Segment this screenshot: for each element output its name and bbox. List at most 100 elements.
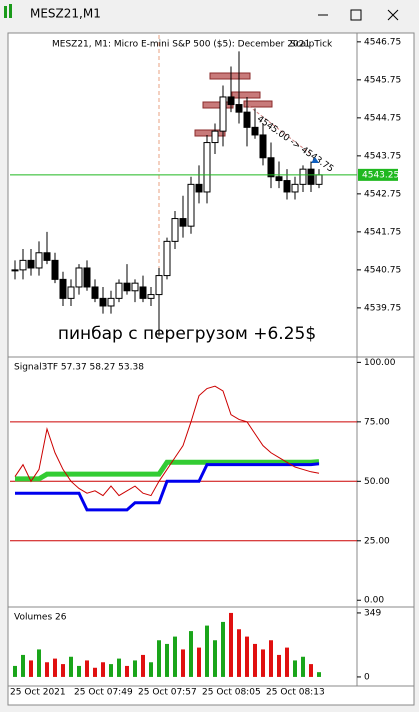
y-tick-label: 4546.75 xyxy=(364,37,401,47)
candle-body xyxy=(51,259,59,280)
volume-bar xyxy=(197,647,201,677)
chart-area xyxy=(7,32,415,706)
annotation: пинбар с перегрузом +6.25$ xyxy=(58,324,316,344)
candle-body xyxy=(219,96,227,132)
y-tick-label: 4543.75 xyxy=(364,151,401,161)
candle-body xyxy=(59,278,67,299)
volume-bar xyxy=(77,665,81,677)
y-tick-label: 4542.75 xyxy=(364,189,401,199)
window-title: MESZ21,M1 xyxy=(30,7,101,21)
window-icon xyxy=(4,6,7,18)
volume-bar xyxy=(85,660,89,677)
y-tick-label: 4545.75 xyxy=(364,75,401,85)
candle-body xyxy=(227,96,235,106)
y-tick-label: 25.00 xyxy=(364,536,390,546)
candle-body xyxy=(147,294,155,299)
candle-body xyxy=(115,282,123,299)
volume-bar xyxy=(181,649,185,677)
candle-body xyxy=(251,126,259,136)
candle-body xyxy=(243,111,251,128)
maximize-button[interactable] xyxy=(350,9,362,21)
volume-bar xyxy=(53,658,57,677)
candle-body xyxy=(123,282,131,292)
price-label-bg xyxy=(358,168,398,181)
volume-bar xyxy=(229,612,233,677)
volume-bar xyxy=(133,660,137,677)
x-tick-label: 25 Oct 07:57 xyxy=(138,688,197,698)
y-tick-label: 75.00 xyxy=(364,417,390,427)
volume-bar xyxy=(277,654,281,677)
candle-body xyxy=(291,183,299,193)
volume-bar xyxy=(149,662,153,677)
y-tick-label: 4541.75 xyxy=(364,227,401,237)
candle-body xyxy=(67,286,75,299)
volume-bar xyxy=(301,656,305,677)
candle-body xyxy=(107,297,115,307)
candle-body xyxy=(299,168,307,185)
volume-bar xyxy=(157,640,161,677)
volume-bar xyxy=(189,631,193,677)
y-tick-label: 349 xyxy=(364,608,381,618)
volume-bar xyxy=(29,660,33,677)
trade-markers xyxy=(194,72,273,137)
candle-body xyxy=(19,259,27,271)
volume-bar xyxy=(245,636,249,677)
indicator-line xyxy=(14,385,320,497)
volume-bar xyxy=(221,621,225,677)
candle-body xyxy=(187,183,195,227)
candle-body xyxy=(27,259,35,269)
window-icon xyxy=(9,4,12,18)
candle-body xyxy=(275,176,283,182)
trade-marker xyxy=(209,72,251,80)
volume-bar xyxy=(285,647,289,677)
y-tick-label: 4539.75 xyxy=(364,303,401,313)
volume-bar xyxy=(101,662,105,677)
candle-body xyxy=(195,183,203,193)
candle-body xyxy=(99,297,107,307)
candle-body xyxy=(131,282,139,292)
volume-bar xyxy=(293,660,297,677)
trade-marker xyxy=(194,129,226,137)
x-tick-label: 25 Oct 2021 xyxy=(10,688,66,698)
volume-bar xyxy=(173,636,177,677)
candle-body xyxy=(315,174,323,185)
candle-body xyxy=(155,275,163,296)
volume-bar xyxy=(165,643,169,677)
volume-bar xyxy=(109,664,113,677)
indicator-line xyxy=(15,462,320,512)
trade-marker xyxy=(231,91,261,99)
candle-body xyxy=(235,104,243,113)
y-tick-label: 0.00 xyxy=(364,596,384,606)
y-tick-label: 50.00 xyxy=(364,477,390,487)
volume-bar xyxy=(45,662,49,677)
indicator-title: Signal3TF 57.37 58.27 53.38 xyxy=(14,363,144,373)
candle-body xyxy=(91,286,99,299)
chart-title: MESZ21, M1: Micro E-mini S&P 500 ($5): D… xyxy=(52,40,310,50)
candle-body xyxy=(139,286,147,299)
candle-body xyxy=(171,218,179,242)
indicator-label: ScalpTick xyxy=(290,40,333,50)
candle-body xyxy=(267,157,275,178)
signal-arrow xyxy=(311,157,319,163)
price-label: 4543.25 xyxy=(362,170,399,180)
volume-bar xyxy=(237,629,241,677)
close-button[interactable] xyxy=(387,9,399,21)
x-tick-label: 25 Oct 08:13 xyxy=(266,688,325,698)
volume-bar xyxy=(269,640,273,677)
volume-bar xyxy=(13,665,17,677)
candle-body xyxy=(259,134,267,159)
y-tick-label: 0 xyxy=(364,672,370,682)
candle-body xyxy=(211,130,219,144)
candle-body xyxy=(163,240,171,277)
volume-bar xyxy=(37,649,41,677)
x-tick-label: 25 Oct 07:49 xyxy=(74,688,133,698)
candle-body xyxy=(307,168,315,185)
volume-bar xyxy=(141,654,145,677)
candle-body xyxy=(11,269,19,272)
candle-body xyxy=(203,142,211,193)
volume-bar xyxy=(61,664,65,677)
volume-bar xyxy=(21,654,25,677)
volume-bar xyxy=(253,643,257,677)
volume-bar xyxy=(317,672,321,677)
